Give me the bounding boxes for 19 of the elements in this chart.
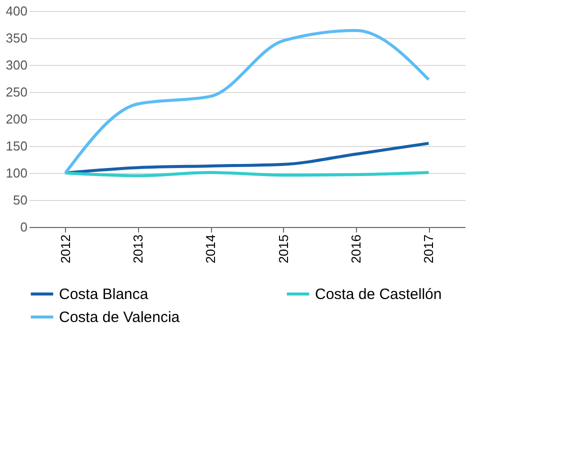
y-tick-label: 0	[20, 220, 28, 234]
x-tick-label: 2017	[421, 234, 436, 264]
y-tick-label: 150	[6, 138, 28, 154]
legend-label: Costa Blanca	[59, 286, 149, 303]
x-tick-label: 2016	[348, 234, 364, 264]
y-tick-label: 400	[6, 4, 28, 18]
x-tick-label: 2012	[58, 234, 73, 264]
x-tick-label: 2014	[203, 234, 218, 264]
y-tick-label: 50	[13, 192, 28, 208]
legend-label: Costa de Castellón	[315, 286, 442, 303]
y-tick-label: 100	[6, 166, 28, 180]
line-series	[64, 28, 430, 174]
y-tick-label: 200	[6, 112, 28, 126]
legend-label: Costa de Valencia	[59, 309, 180, 326]
y-tick-label: 300	[6, 58, 28, 72]
y-tick-label: 250	[6, 84, 28, 100]
x-tick-label: 2015	[276, 234, 291, 264]
x-tick-label: 2013	[130, 234, 146, 264]
y-tick-label: 350	[6, 30, 28, 46]
